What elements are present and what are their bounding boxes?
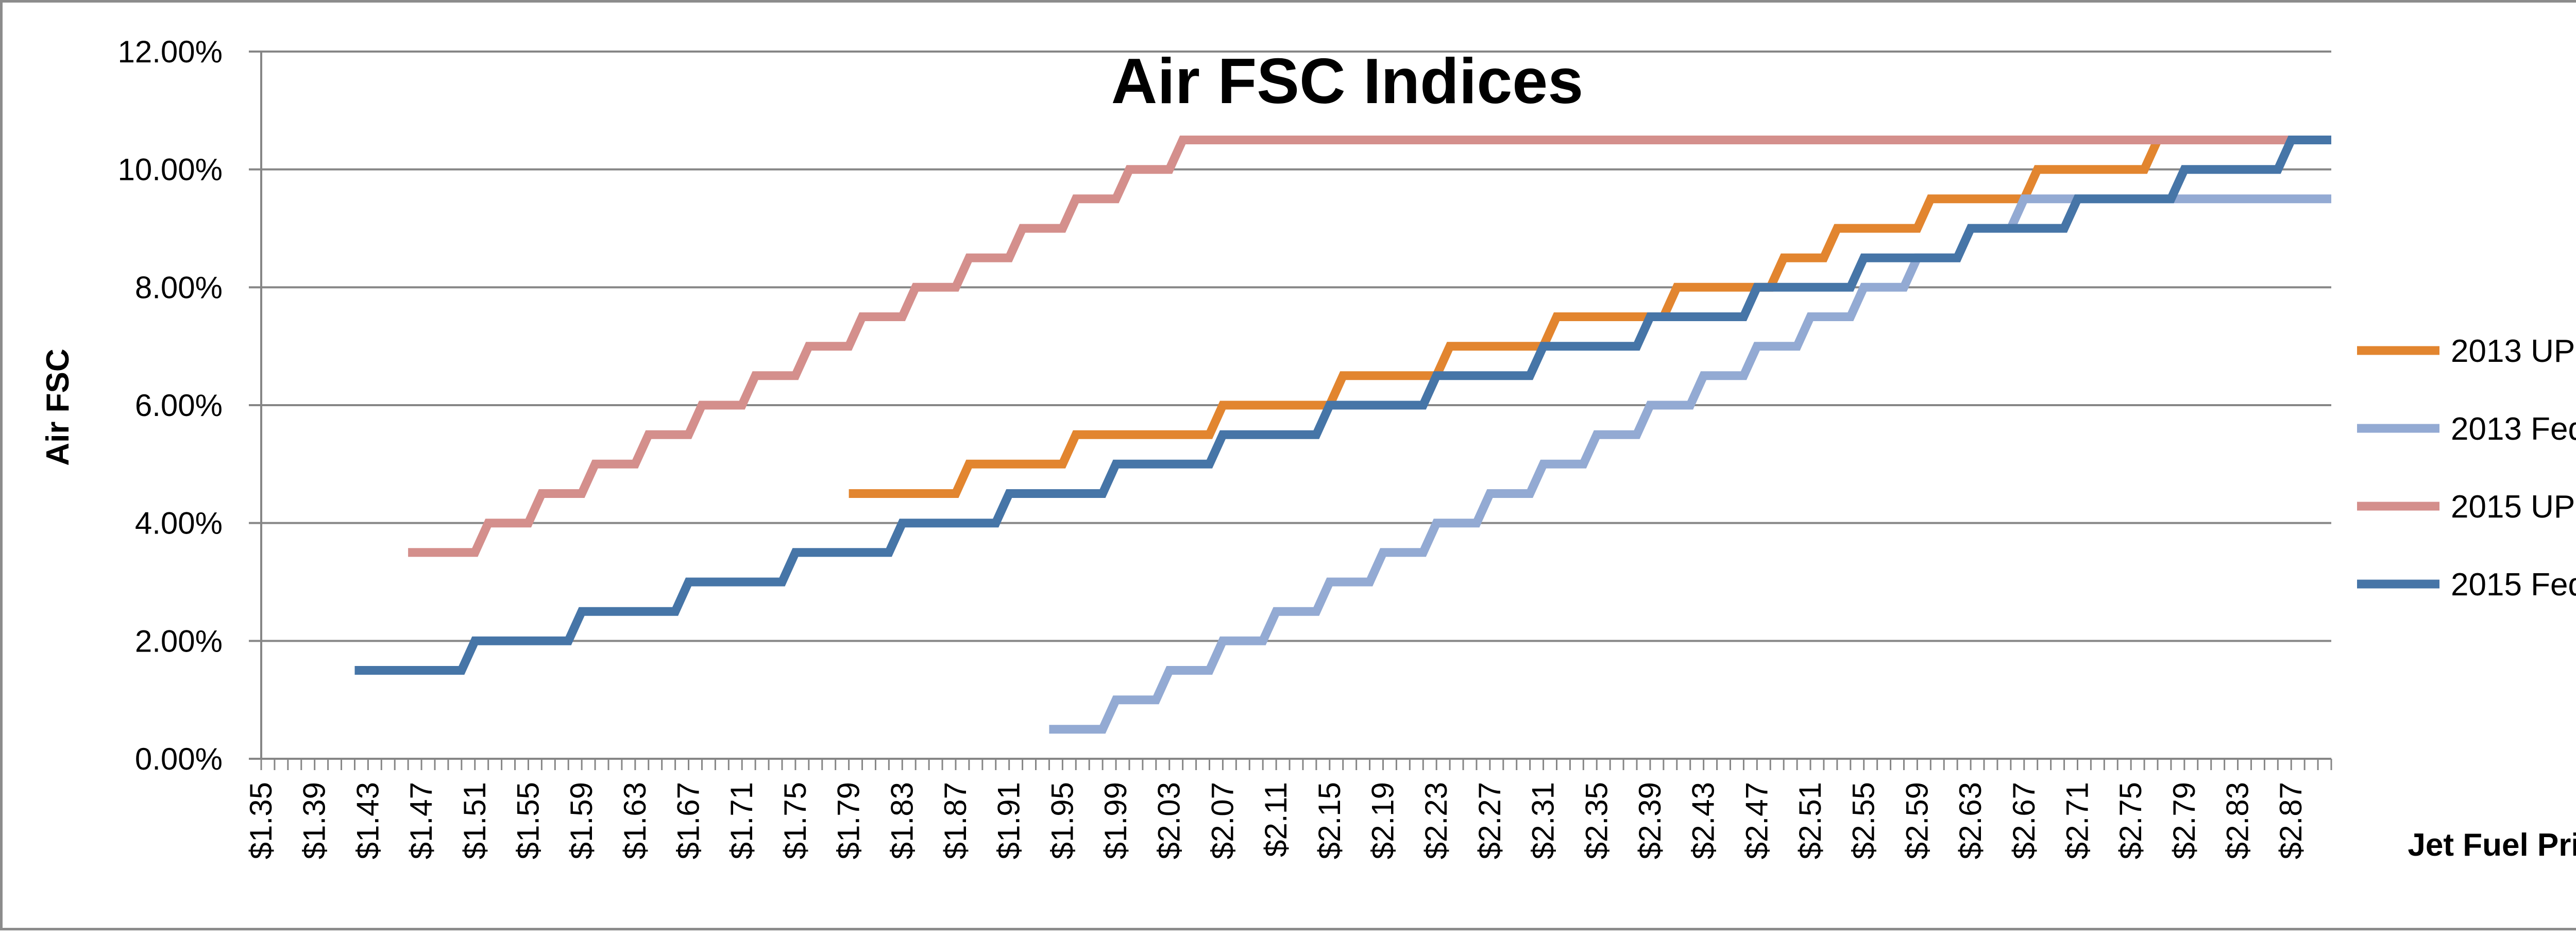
x-tick-label: $1.55	[511, 782, 545, 859]
x-tick-label: $1.83	[885, 782, 919, 859]
x-tick-label: $2.51	[1793, 782, 1827, 859]
x-tick-label: $1.67	[671, 782, 706, 859]
x-tick-label: $2.15	[1312, 782, 1347, 859]
x-tick-label: $1.35	[244, 782, 278, 859]
x-tick-label: $1.75	[778, 782, 812, 859]
x-tick-label: $1.43	[350, 782, 385, 859]
y-tick-label: 6.00%	[135, 388, 223, 423]
x-tick-label: $2.71	[2060, 782, 2094, 859]
x-tick-label: $1.63	[618, 782, 652, 859]
x-tick-label: $1.39	[297, 782, 332, 859]
x-tick-label: $2.43	[1686, 782, 1721, 859]
legend: 2013 UPS 2013 FedEx 2015 UPS 2015 FedEx	[2357, 334, 2576, 603]
x-tick-label: $1.95	[1045, 782, 1079, 859]
x-tick-label: $1.99	[1098, 782, 1133, 859]
x-tick-label: $1.79	[832, 782, 866, 859]
legend-label-2015-fedex: 2015 FedEx	[2451, 567, 2576, 603]
legend-label-2013-fedex: 2013 FedEx	[2451, 411, 2576, 447]
x-tick-label: $2.63	[1953, 782, 1988, 859]
x-tick-label: $1.47	[404, 782, 438, 859]
series-line-2013-fedex	[1049, 194, 2331, 734]
x-tick-label: $1.87	[938, 782, 973, 859]
series-line-2013-ups	[849, 136, 2305, 498]
x-tick-label: $1.51	[457, 782, 492, 859]
x-tick-label: $2.31	[1526, 782, 1561, 859]
x-tick-label: $2.07	[1205, 782, 1240, 859]
x-tick-label: $2.19	[1365, 782, 1400, 859]
y-tick-label: 12.00%	[118, 35, 223, 69]
x-tick-label: $2.67	[2007, 782, 2041, 859]
x-tick-label: $2.23	[1419, 782, 1453, 859]
series-line-2015-ups	[408, 136, 2318, 557]
x-tick-label: $2.39	[1633, 782, 1667, 859]
x-tick-label: $2.03	[1152, 782, 1187, 859]
x-tick-label: $2.59	[1900, 782, 1934, 859]
y-tick-label: 2.00%	[135, 624, 223, 658]
x-tick-label: $2.27	[1472, 782, 1507, 859]
legend-label-2013-ups: 2013 UPS	[2451, 334, 2576, 369]
axes: 0.00% 2.00% 4.00% 6.00% 8.00% 10.00% 12.00% $1.…	[118, 35, 2332, 859]
y-tick-label: 8.00%	[135, 270, 223, 305]
x-tick-label: $2.47	[1739, 782, 1774, 859]
y-tick-label: 10.00%	[118, 153, 223, 187]
x-tick-label: $2.11	[1259, 782, 1293, 857]
x-tick-label: $2.79	[2167, 782, 2201, 859]
x-tick-label: $2.35	[1579, 782, 1614, 859]
x-tick-label: $1.71	[724, 782, 759, 859]
x-axis-title: Jet Fuel Price	[2408, 827, 2576, 863]
y-tick-label: 0.00%	[135, 742, 223, 776]
x-tick-label: $2.55	[1846, 782, 1881, 859]
x-tick-label: $1.91	[992, 782, 1026, 859]
x-tick-label: $2.83	[2221, 782, 2255, 859]
y-tick-label: 4.00%	[135, 506, 223, 541]
chart-canvas: 0.00% 2.00% 4.00% 6.00% 8.00% 10.00% 12.00% $1.…	[40, 35, 2576, 863]
chart-title: Air FSC Indices	[1111, 46, 1583, 117]
x-tick-label: $2.75	[2113, 782, 2148, 859]
x-tick-label: $1.59	[564, 782, 599, 859]
legend-label-2015-ups: 2015 UPS	[2451, 489, 2576, 525]
series-line-2015-fedex	[354, 136, 2331, 675]
series-lines	[354, 136, 2331, 734]
x-tick-label: $2.87	[2274, 782, 2308, 859]
y-axis-title: Air FSC	[40, 348, 76, 465]
